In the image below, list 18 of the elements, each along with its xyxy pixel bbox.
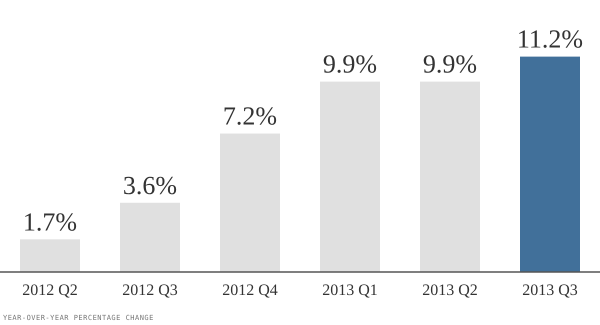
x-tick-label: 2013 Q3 bbox=[522, 282, 578, 299]
x-tick-label: 2013 Q1 bbox=[322, 282, 378, 299]
bar bbox=[20, 239, 80, 272]
data-label: 1.7% bbox=[22, 207, 78, 236]
x-tick-label: 2013 Q2 bbox=[422, 282, 478, 299]
x-tick-label: 2012 Q3 bbox=[122, 282, 178, 299]
x-tick-label: 2012 Q2 bbox=[22, 282, 78, 299]
bar bbox=[320, 82, 380, 272]
data-label: 11.2% bbox=[516, 24, 584, 54]
bar bbox=[120, 202, 180, 272]
bar bbox=[420, 82, 480, 272]
bar bbox=[220, 134, 280, 272]
bar bbox=[520, 56, 580, 272]
data-label: 7.2% bbox=[222, 102, 278, 131]
data-label: 9.9% bbox=[422, 50, 478, 79]
x-tick-label: 2012 Q4 bbox=[222, 282, 278, 299]
data-label: 3.6% bbox=[122, 170, 178, 200]
data-label: 9.9% bbox=[322, 50, 378, 79]
